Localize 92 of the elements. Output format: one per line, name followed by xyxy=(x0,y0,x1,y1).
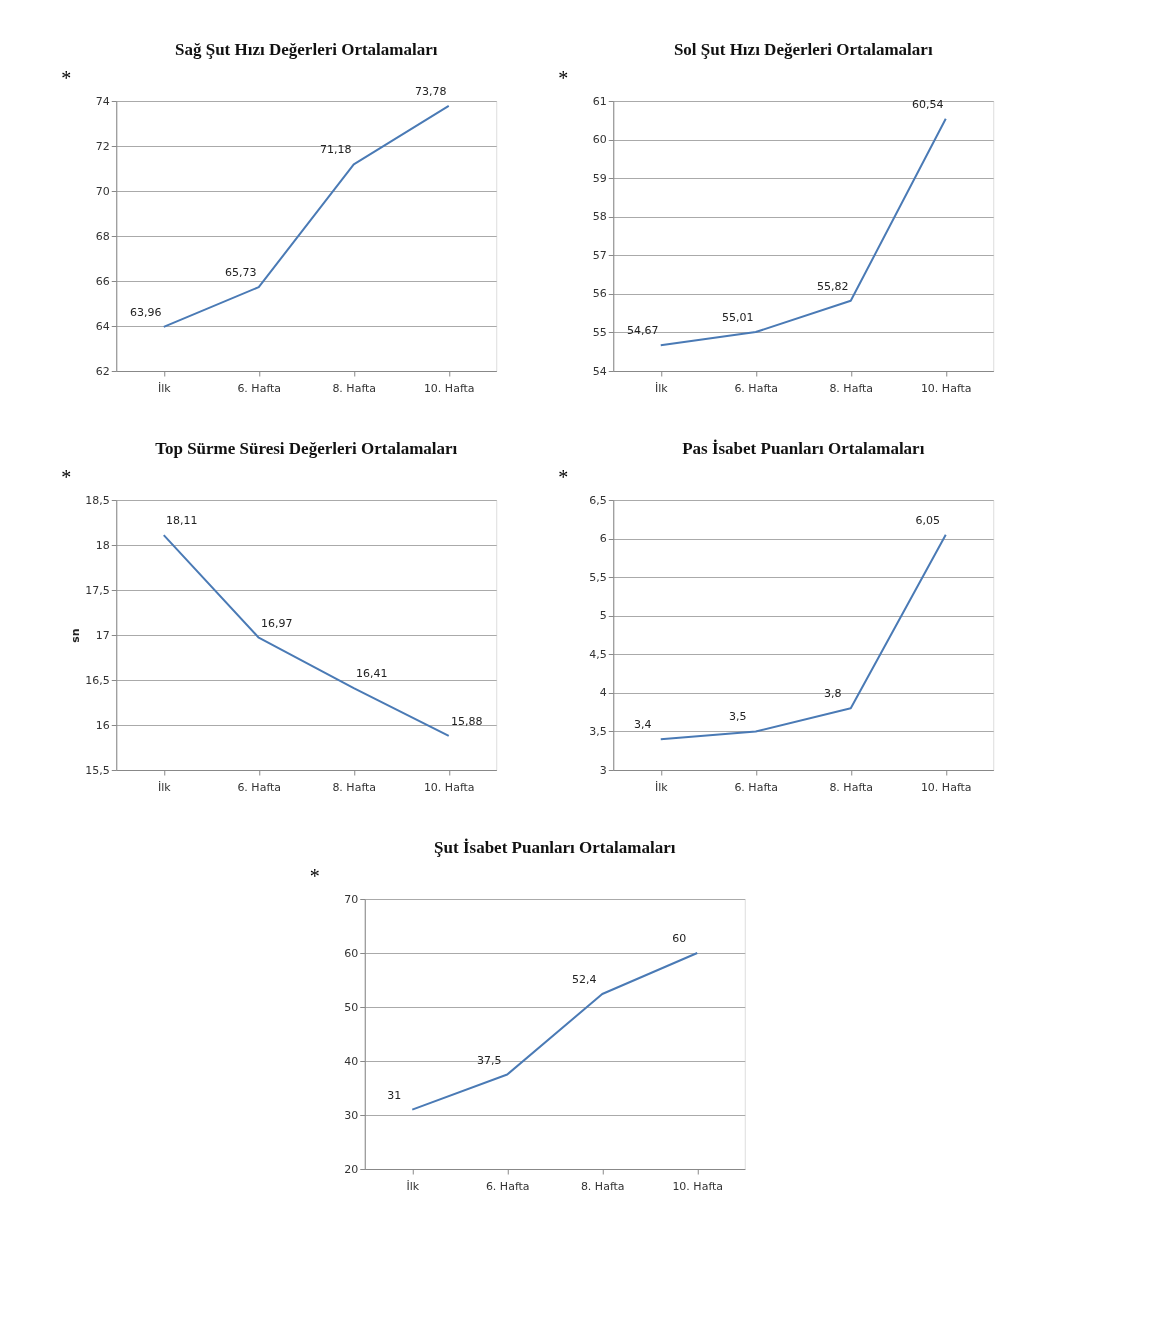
x-tick-label: İlk xyxy=(654,780,669,794)
data-label: 6,05 xyxy=(915,513,940,527)
chart-title: Sol Şut Hızı Değerleri Ortalamaları xyxy=(673,40,933,59)
y-tick-label: 20 xyxy=(344,1162,359,1176)
y-tick-label: 56 xyxy=(592,287,607,301)
y-tick-label: 68 xyxy=(95,229,110,243)
y-tick-label: 5 xyxy=(599,609,607,623)
text: * xyxy=(558,67,569,89)
x-tick-label: 10. Hafta xyxy=(920,381,972,395)
chart-title: Sağ Şut Hızı Değerleri Ortalamaları xyxy=(175,40,438,59)
text: * xyxy=(61,466,72,488)
y-tick-label: 4,5 xyxy=(589,647,607,661)
x-tick-label: 6. Hafta xyxy=(237,780,282,794)
y-tick-label: 16,5 xyxy=(85,673,110,687)
x-tick-label: 8. Hafta xyxy=(332,381,377,395)
line-series xyxy=(162,534,450,737)
y-tick-label: 66 xyxy=(95,274,110,288)
y-tick-label: 70 xyxy=(344,892,359,906)
x-tick-label: 8. Hafta xyxy=(829,381,874,395)
line-series xyxy=(659,117,947,347)
chart-title: Şut İsabet Puanları Ortalamaları xyxy=(434,838,676,857)
x-tick-label: İlk xyxy=(406,1179,420,1193)
y-tick-label: 50 xyxy=(344,1000,359,1014)
y-tick-label: 4 xyxy=(599,686,607,700)
data-label: 18,11 xyxy=(166,514,198,528)
chart-title: Pas İsabet Puanları Ortalamaları xyxy=(682,439,925,458)
data-label: 52,4 xyxy=(572,973,597,987)
x-tick-label: 10. Hafta xyxy=(423,780,475,794)
y-tick-label: 40 xyxy=(344,1054,359,1068)
y-tick-label: 3 xyxy=(599,763,607,777)
y-tick-label: 59 xyxy=(592,171,607,185)
x-tick-label: 6. Hafta xyxy=(734,381,779,395)
y-tick-label: 61 xyxy=(592,94,607,108)
y-tick-label: 54 xyxy=(592,364,607,378)
x-tick-label: 6. Hafta xyxy=(237,381,282,395)
line-series xyxy=(659,533,947,741)
y-tick-label: 60 xyxy=(344,946,359,960)
y-tick-label: 57 xyxy=(592,248,607,262)
y-tick-label: 17 xyxy=(95,628,110,642)
data-label: 55,01 xyxy=(722,311,754,325)
y-tick-label: 64 xyxy=(95,319,110,333)
text: * xyxy=(558,466,569,488)
y-tick-label: 60 xyxy=(592,133,607,147)
y-tick-label: 18 xyxy=(95,538,110,552)
chart-title: Top Sürme Süresi Değerleri Ortalamaları xyxy=(155,439,458,458)
data-label: 60 xyxy=(672,932,687,945)
data-label: 55,82 xyxy=(817,279,849,293)
data-label: 73,78 xyxy=(415,84,447,98)
x-tick-label: İlk xyxy=(157,381,172,395)
y-tick-label: 17,5 xyxy=(85,583,110,597)
y-tick-label: 16 xyxy=(95,718,110,732)
x-tick-label: 6. Hafta xyxy=(734,780,779,794)
data-label: 54,67 xyxy=(627,324,659,338)
data-label: 65,73 xyxy=(225,266,257,280)
y-tick-label: 5,5 xyxy=(589,570,607,584)
y-axis-title: sn xyxy=(69,628,83,643)
y-tick-label: 70 xyxy=(95,184,110,198)
y-tick-label: 30 xyxy=(344,1108,359,1122)
line-series xyxy=(162,104,450,328)
x-tick-label: 10. Hafta xyxy=(423,381,475,395)
data-label: 16,97 xyxy=(261,616,293,630)
y-tick-label: 15,5 xyxy=(85,763,110,777)
x-tick-label: 8. Hafta xyxy=(829,780,874,794)
y-tick-label: 62 xyxy=(95,364,110,378)
x-tick-label: 10. Hafta xyxy=(672,1179,724,1193)
line-series xyxy=(411,952,699,1111)
x-tick-label: İlk xyxy=(654,381,669,395)
data-label: 31 xyxy=(387,1088,402,1102)
y-tick-label: 55 xyxy=(592,325,607,339)
data-label: 60,54 xyxy=(912,97,944,111)
data-label: 3,8 xyxy=(824,687,842,701)
y-tick-label: 18,5 xyxy=(85,493,110,507)
data-label: 71,18 xyxy=(320,143,352,157)
data-label: 16,41 xyxy=(356,667,388,681)
data-label: 3,5 xyxy=(729,710,747,724)
text: * xyxy=(309,865,320,887)
x-tick-label: 8. Hafta xyxy=(332,780,377,794)
data-label: 63,96 xyxy=(130,305,162,319)
y-tick-label: 72 xyxy=(95,139,110,153)
y-tick-label: 6,5 xyxy=(589,493,607,507)
data-label: 3,4 xyxy=(634,718,652,732)
x-tick-label: 8. Hafta xyxy=(580,1179,625,1193)
y-tick-label: 58 xyxy=(592,210,607,224)
data-label: 37,5 xyxy=(477,1053,502,1067)
x-tick-label: İlk xyxy=(157,780,172,794)
y-tick-label: 6 xyxy=(599,532,607,546)
x-tick-label: 10. Hafta xyxy=(920,780,972,794)
text: * xyxy=(61,67,72,89)
x-tick-label: 6. Hafta xyxy=(485,1179,530,1193)
y-tick-label: 74 xyxy=(95,94,110,108)
y-tick-label: 3,5 xyxy=(589,724,607,738)
data-label: 15,88 xyxy=(451,714,483,728)
